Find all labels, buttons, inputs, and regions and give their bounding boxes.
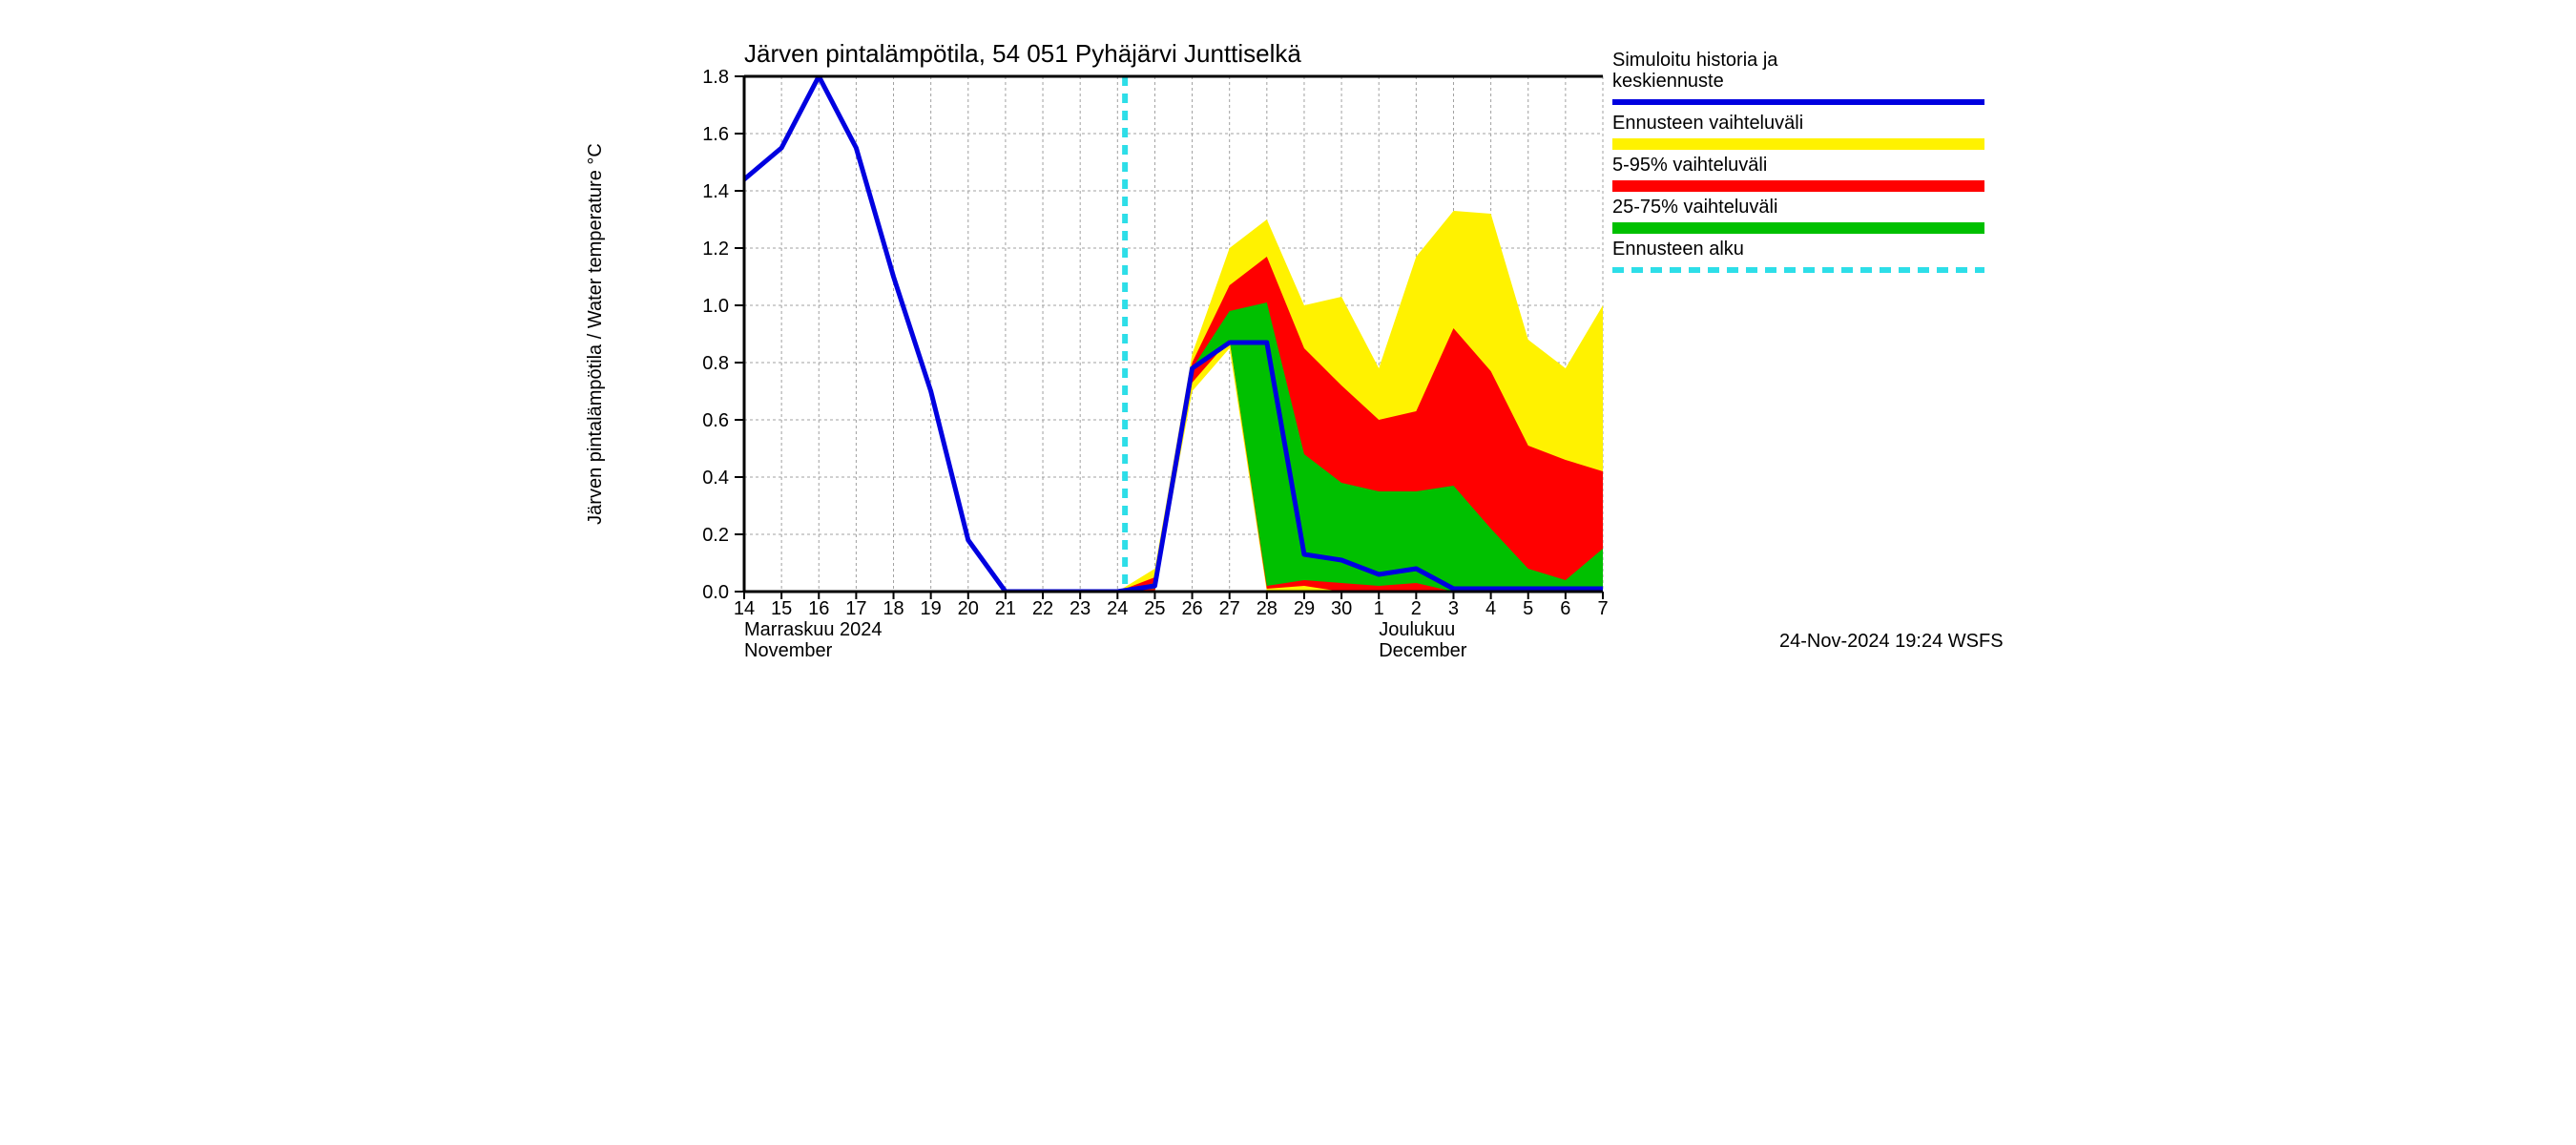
xtick-label: 6 bbox=[1560, 598, 1570, 619]
month-label: Joulukuu bbox=[1379, 619, 1455, 640]
ytick-label: 1.0 bbox=[702, 296, 729, 317]
legend-label: 5-95% vaihteluväli bbox=[1612, 155, 1767, 176]
legend-label: Simuloitu historia ja bbox=[1612, 50, 1778, 71]
xtick-label: 24 bbox=[1107, 598, 1128, 619]
month-label: November bbox=[744, 640, 833, 658]
ytick-label: 0.0 bbox=[702, 582, 729, 603]
xtick-label: 15 bbox=[771, 598, 792, 619]
xtick-label: 7 bbox=[1597, 598, 1608, 619]
xtick-label: 30 bbox=[1331, 598, 1352, 619]
legend-label: 25-75% vaihteluväli bbox=[1612, 197, 1777, 218]
xtick-label: 3 bbox=[1448, 598, 1459, 619]
xtick-label: 18 bbox=[883, 598, 904, 619]
ytick-label: 0.8 bbox=[702, 353, 729, 374]
xtick-label: 21 bbox=[995, 598, 1016, 619]
xtick-label: 26 bbox=[1181, 598, 1202, 619]
xtick-label: 29 bbox=[1294, 598, 1315, 619]
xtick-label: 28 bbox=[1257, 598, 1278, 619]
ylabel-svg: Järven pintalämpötila / Water temperatur… bbox=[585, 143, 606, 525]
month-label: Marraskuu 2024 bbox=[744, 619, 883, 640]
legend-label: Ennusteen alku bbox=[1612, 239, 1744, 260]
ytick-label: 0.2 bbox=[702, 525, 729, 546]
xtick-label: 5 bbox=[1523, 598, 1533, 619]
ytick-label: 0.6 bbox=[702, 410, 729, 431]
xtick-label: 20 bbox=[958, 598, 979, 619]
xtick-label: 27 bbox=[1219, 598, 1240, 619]
xtick-label: 17 bbox=[845, 598, 866, 619]
ytick-label: 1.6 bbox=[702, 124, 729, 145]
legend-label: keskiennuste bbox=[1612, 71, 1724, 92]
xtick-label: 25 bbox=[1144, 598, 1165, 619]
legend-label: Ennusteen vaihteluväli bbox=[1612, 113, 1803, 134]
chart-title-svg: Järven pintalämpötila, 54 051 Pyhäjärvi … bbox=[744, 39, 1301, 68]
ytick-label: 1.8 bbox=[702, 67, 729, 88]
water-temp-chart: Järven pintalämpötila, 54 051 Pyhäjärvi … bbox=[572, 19, 2004, 658]
month-label: December bbox=[1379, 640, 1467, 658]
xtick-label: 23 bbox=[1070, 598, 1091, 619]
xtick-label: 16 bbox=[808, 598, 829, 619]
xtick-label: 2 bbox=[1411, 598, 1422, 619]
legend-swatch bbox=[1612, 180, 1984, 192]
ytick-label: 1.2 bbox=[702, 239, 729, 260]
ytick-label: 0.4 bbox=[702, 468, 729, 489]
xtick-label: 14 bbox=[734, 598, 755, 619]
xtick-label: 1 bbox=[1374, 598, 1384, 619]
ytick-label: 1.4 bbox=[702, 181, 729, 202]
footer-text: 24-Nov-2024 19:24 WSFS-O bbox=[1779, 631, 2004, 652]
xtick-label: 22 bbox=[1032, 598, 1053, 619]
xtick-label: 19 bbox=[921, 598, 942, 619]
legend-swatch bbox=[1612, 138, 1984, 150]
xtick-label: 4 bbox=[1485, 598, 1496, 619]
legend-swatch bbox=[1612, 222, 1984, 234]
